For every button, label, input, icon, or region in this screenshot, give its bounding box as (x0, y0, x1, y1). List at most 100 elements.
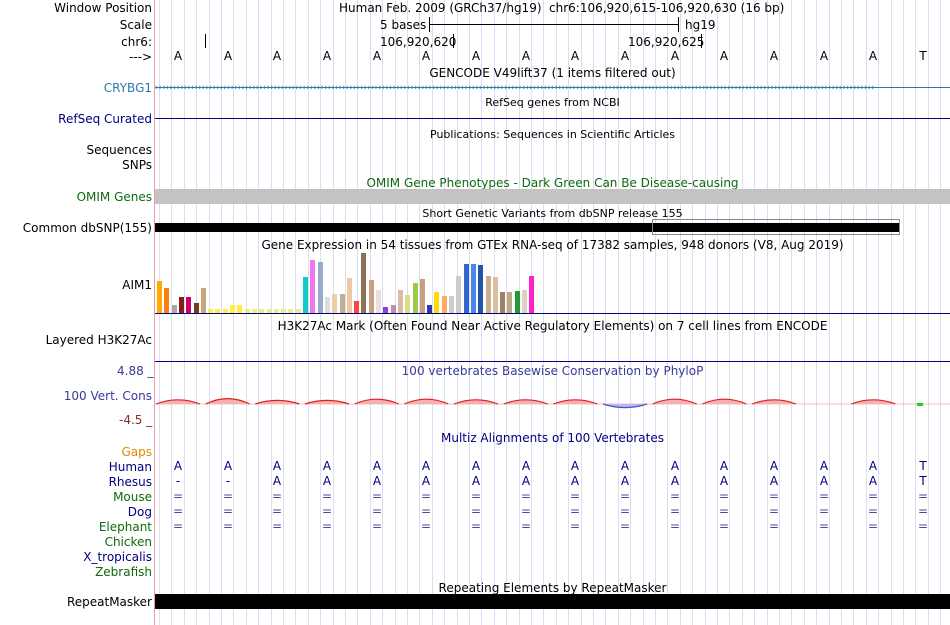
tissue-bar[interactable] (449, 296, 454, 313)
tissue-bar[interactable] (317, 262, 323, 313)
phylop-score-mark[interactable] (751, 399, 797, 405)
phylop-score-mark[interactable] (205, 398, 250, 405)
alignment-base: = (768, 519, 780, 533)
tissue-bar[interactable] (310, 260, 316, 313)
gtex-gene-label[interactable]: AIM1 (122, 278, 152, 292)
tissue-bar[interactable] (281, 309, 287, 313)
gencode-gene-track[interactable]: ››››››››››››››››››››››››››››››››››››››››… (155, 81, 950, 95)
tissue-bar[interactable] (478, 265, 484, 313)
phylop-label[interactable]: 100 Vert. Cons (63, 389, 152, 403)
tissue-bar[interactable] (397, 290, 403, 313)
phylop-score-mark[interactable] (652, 398, 697, 405)
omim-feature-bar[interactable] (155, 189, 950, 204)
phylop-score-mark[interactable] (304, 399, 350, 405)
tissue-bar[interactable] (259, 309, 265, 313)
tissue-bar[interactable] (419, 279, 425, 313)
alignment-base: A (372, 459, 382, 473)
phylop-score-mark[interactable] (553, 399, 598, 405)
species-label[interactable]: Mouse (113, 490, 152, 504)
tissue-bar[interactable] (303, 277, 308, 313)
gaps-label[interactable]: Gaps (121, 445, 152, 459)
tissue-bar[interactable] (492, 277, 498, 313)
phylop-score-mark[interactable] (155, 399, 201, 405)
tissue-bar[interactable] (361, 253, 367, 313)
dbsnp-label[interactable]: Common dbSNP(155) (22, 221, 152, 235)
tissue-bar[interactable] (332, 294, 338, 313)
phylop-conservation-plot[interactable] (155, 380, 950, 430)
tissue-bar[interactable] (193, 303, 199, 313)
alignment-base: = (371, 519, 383, 533)
h3k27ac-label[interactable]: Layered H3K27Ac (45, 333, 152, 347)
tissue-bar[interactable] (288, 309, 294, 313)
tissue-bar[interactable] (324, 297, 330, 313)
tissue-bar[interactable] (441, 296, 447, 313)
tissue-bar[interactable] (485, 276, 491, 313)
species-label[interactable]: Rhesus (108, 475, 152, 489)
alignment-base: = (321, 504, 333, 518)
phylop-score-mark[interactable] (503, 399, 548, 405)
tissue-bar[interactable] (164, 288, 170, 313)
base-letter: A (769, 49, 779, 63)
tissue-bar[interactable] (507, 292, 513, 313)
gencode-gene-label[interactable]: CRYBG1 (103, 81, 152, 95)
tissue-bar[interactable] (500, 292, 506, 313)
tissue-bar[interactable] (522, 290, 527, 313)
tissue-bar[interactable] (470, 264, 476, 313)
tissue-bar[interactable] (251, 309, 257, 313)
tissue-bar[interactable] (376, 290, 381, 313)
species-label[interactable]: Zebrafish (95, 565, 152, 579)
tissue-bar[interactable] (178, 297, 184, 313)
repeatmasker-element-bar[interactable] (155, 594, 950, 609)
species-label[interactable]: Elephant (98, 520, 152, 534)
snps-label[interactable]: SNPs (122, 158, 152, 172)
dbsnp-variant-bar[interactable] (155, 223, 900, 232)
tissue-bar[interactable] (171, 305, 177, 313)
phylop-score-mark[interactable] (453, 399, 499, 405)
species-label[interactable]: Human (108, 460, 152, 474)
tissue-bar[interactable] (186, 297, 192, 313)
tissue-bar[interactable] (463, 264, 469, 313)
species-label[interactable]: X_tropicalis (83, 550, 152, 564)
phylop-score-mark[interactable] (851, 399, 896, 405)
tissue-bar[interactable] (390, 305, 396, 313)
tissue-bar[interactable] (273, 309, 279, 313)
gtex-expression-chart[interactable] (155, 253, 535, 313)
tissue-bar[interactable] (434, 292, 440, 313)
omim-label[interactable]: OMIM Genes (76, 190, 152, 204)
tissue-bar[interactable] (222, 309, 228, 313)
phylop-score-mark[interactable] (255, 399, 300, 405)
tissue-bar[interactable] (339, 294, 345, 313)
tissue-bar[interactable] (405, 295, 411, 313)
phylop-score-mark[interactable] (354, 398, 399, 405)
refseq-track[interactable] (155, 118, 950, 119)
tissue-bar[interactable] (237, 305, 243, 313)
tissue-bar[interactable] (157, 281, 162, 313)
repeatmasker-label[interactable]: RepeatMasker (66, 595, 152, 609)
tissue-bar[interactable] (529, 276, 535, 313)
tissue-bar[interactable] (346, 278, 352, 313)
phylop-score-mark[interactable] (404, 398, 449, 405)
tissue-bar[interactable] (354, 301, 360, 313)
tissue-bar[interactable] (383, 307, 389, 313)
tissue-bar[interactable] (412, 283, 418, 313)
tissue-bar[interactable] (514, 291, 520, 313)
phylop-score-mark[interactable] (602, 403, 648, 409)
tissue-bar[interactable] (208, 309, 214, 313)
position-text[interactable]: chr6:106,920,615-106,920,630 (16 bp) (549, 1, 785, 15)
alignment-base: A (819, 474, 829, 488)
species-label[interactable]: Chicken (104, 535, 152, 549)
phylop-score-mark[interactable] (917, 403, 924, 406)
tissue-bar[interactable] (368, 280, 374, 313)
tissue-bar[interactable] (456, 276, 462, 313)
tissue-bar[interactable] (230, 305, 235, 313)
tissue-bar[interactable] (215, 309, 221, 313)
tissue-bar[interactable] (244, 309, 250, 313)
tissue-bar[interactable] (427, 305, 433, 313)
phylop-score-mark[interactable] (702, 398, 747, 405)
sequences-label[interactable]: Sequences (86, 143, 152, 157)
species-label[interactable]: Dog (127, 505, 152, 519)
tissue-bar[interactable] (295, 309, 301, 313)
tissue-bar[interactable] (200, 288, 206, 313)
tissue-bar[interactable] (266, 309, 272, 313)
refseq-label[interactable]: RefSeq Curated (58, 112, 152, 126)
